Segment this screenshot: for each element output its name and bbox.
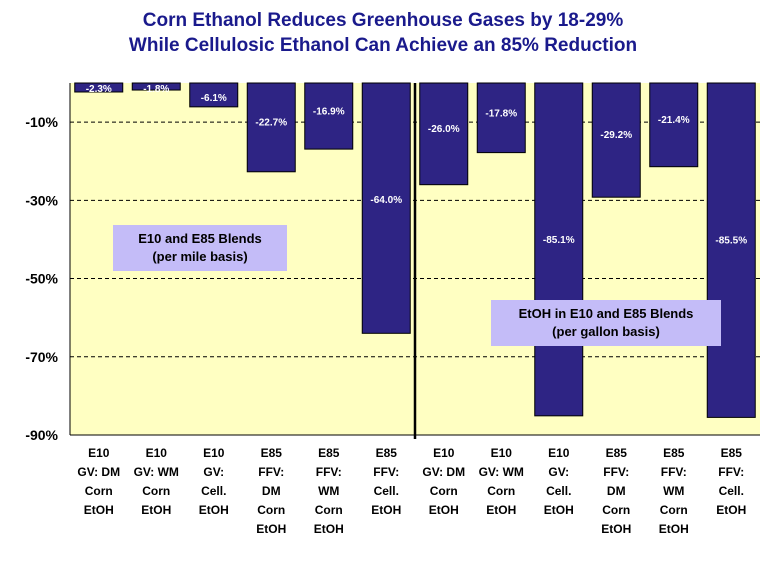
bar [649, 82, 699, 168]
bar [476, 82, 526, 154]
bar [534, 82, 584, 417]
data-label: -64.0% [370, 195, 402, 206]
data-label: -6.1% [201, 93, 227, 104]
data-label: -85.5% [715, 236, 747, 247]
data-label: -16.9% [313, 107, 345, 118]
x-tick-label: E85 FFV: DM Corn EtOH [601, 446, 631, 536]
bar [591, 82, 641, 198]
y-tick-label: -70% [25, 349, 58, 365]
data-label: -1.8% [143, 84, 169, 95]
bar [706, 82, 756, 418]
bar [419, 82, 469, 186]
bar [361, 82, 411, 334]
annotation-text: E10 and E85 Blends [138, 231, 262, 246]
x-tick-label: E10 GV: DM Corn EtOH [422, 446, 465, 517]
data-label: -29.2% [600, 130, 632, 141]
data-label: -21.4% [658, 115, 690, 126]
x-tick-label: E85 FFV: WM Corn EtOH [314, 446, 344, 536]
x-tick-label: E10 GV: WM Corn EtOH [134, 446, 179, 517]
x-tick-label: E85 FFV: Cell. EtOH [716, 446, 746, 517]
annotation-box [113, 225, 287, 271]
annotation-text: (per gallon basis) [552, 324, 660, 339]
annotation-text: EtOH in E10 and E85 Blends [519, 306, 694, 321]
data-label: -85.1% [543, 235, 575, 246]
data-label: -26.0% [428, 124, 460, 135]
y-tick-label: -90% [25, 427, 58, 443]
x-tick-label: E10 GV: Cell. EtOH [544, 446, 574, 517]
data-label: -22.7% [255, 118, 287, 129]
data-label: -2.3% [86, 84, 112, 95]
chart-title-line-2: While Cellulosic Ethanol Can Achieve an … [128, 35, 638, 56]
bar [304, 82, 354, 150]
bar [189, 82, 239, 108]
bar [74, 82, 124, 93]
y-tick-label: -30% [25, 192, 58, 208]
y-tick-label: -50% [25, 271, 58, 287]
y-tick-label: -10% [25, 114, 58, 130]
x-tick-label: E10 GV: WM Corn EtOH [479, 446, 524, 517]
data-label: -17.8% [485, 108, 517, 119]
x-tick-label: E10 GV: DM Corn EtOH [77, 446, 120, 517]
annotation-text: (per mile basis) [152, 249, 247, 264]
bar [246, 82, 296, 173]
chart-title-line-1: Corn Ethanol Reduces Greenhouse Gases by… [142, 10, 624, 31]
annotation-box [491, 300, 721, 346]
x-tick-label: E85 FFV: WM Corn EtOH [659, 446, 689, 536]
x-tick-label: E85 FFV: DM Corn EtOH [256, 446, 286, 536]
bar [131, 82, 181, 91]
x-tick-label: E10 GV: Cell. EtOH [199, 446, 229, 517]
x-tick-label: E85 FFV: Cell. EtOH [371, 446, 401, 517]
